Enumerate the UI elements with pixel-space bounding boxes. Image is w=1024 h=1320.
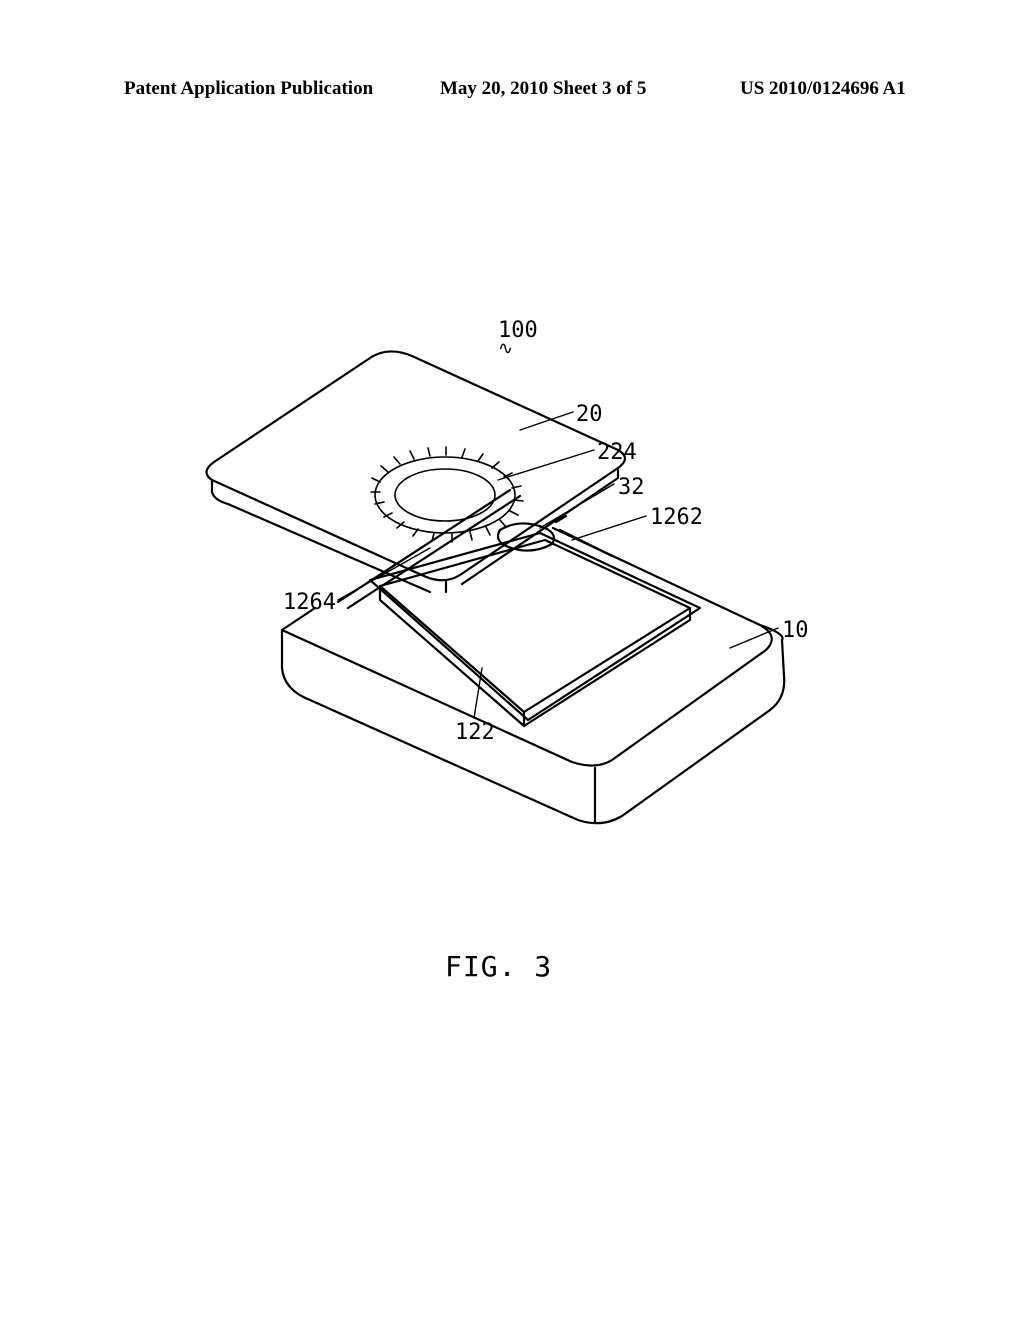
patent-drawing-svg	[0, 0, 1024, 1320]
patent-figure: 100 ∿ 20 224 32 1262 1264 10 122 FIG. 3	[0, 0, 1024, 1320]
